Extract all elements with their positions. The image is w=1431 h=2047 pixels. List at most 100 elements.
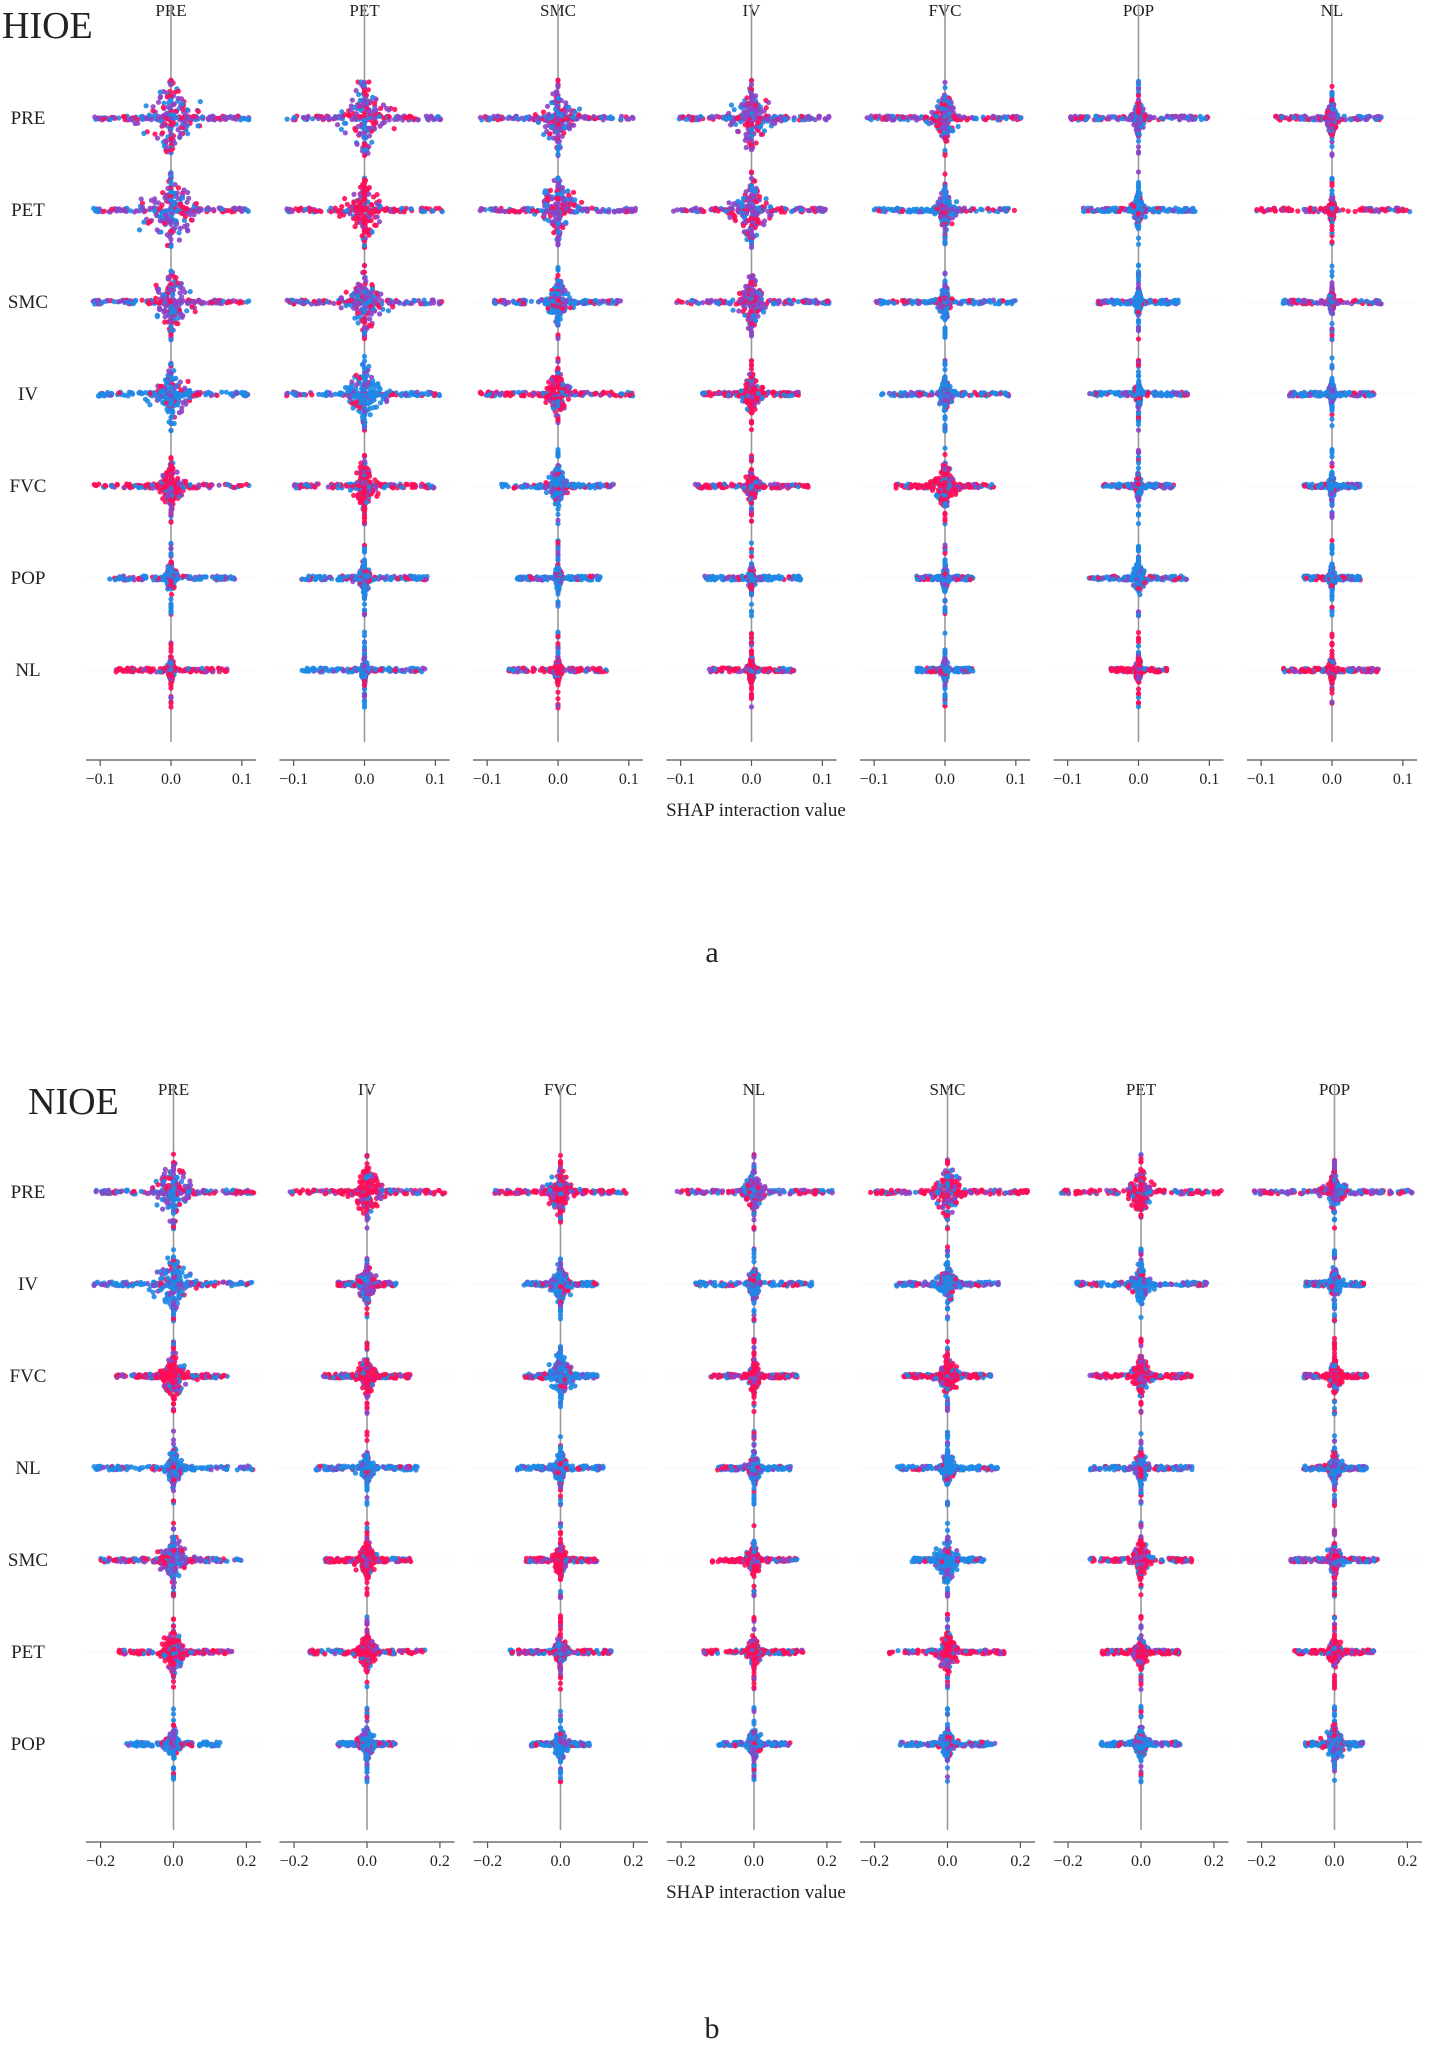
panel-a-shap-point	[131, 301, 136, 306]
panel-a-shap-point	[362, 644, 367, 649]
panel-a-shap-point	[566, 105, 571, 110]
panel-a-shap-point	[168, 601, 173, 606]
panel-a-shap-point	[168, 131, 173, 136]
panel-a-shap-point	[568, 301, 573, 306]
panel-a-shap-point	[628, 392, 633, 397]
panel-a-shap-point	[157, 305, 162, 310]
panel-a-shap-point	[142, 667, 147, 672]
panel-a-shap-point	[140, 117, 145, 122]
panel-a-shap-point	[543, 301, 548, 306]
panel-a-shap-point	[571, 123, 576, 128]
panel-a-shap-point	[309, 207, 314, 212]
panel-a-shap-point	[368, 412, 373, 417]
panel-a-shap-point	[193, 309, 198, 314]
panel-a-shap-point	[312, 299, 317, 304]
panel-a-shap-point	[597, 481, 602, 486]
panel-a-shap-point	[593, 298, 598, 303]
panel-a-shap-point	[133, 483, 138, 488]
panel-a-shap-point	[349, 379, 354, 384]
panel-a-shap-point	[318, 669, 323, 674]
panel-a-shap-point	[292, 115, 297, 120]
panel-a-shap-point	[150, 486, 155, 491]
panel-a-shap-point	[105, 298, 110, 303]
panel-a-shap-point	[231, 485, 236, 490]
panel-a-shap-point	[224, 575, 229, 580]
panel-a-shap-point	[168, 362, 173, 367]
panel-a-shap-point	[362, 243, 367, 248]
panel-a-shap-point	[121, 669, 126, 674]
panel-a-shap-point	[493, 207, 498, 212]
panel-a-shap-point	[219, 207, 224, 212]
panel-a-shap-point	[362, 147, 367, 152]
panel-a-shap-point	[168, 512, 173, 517]
panel-a-shap-point	[303, 207, 308, 212]
panel-a-shap-point	[362, 189, 367, 194]
panel-a-shap-point	[231, 116, 236, 121]
panel-a-shap-point	[566, 397, 571, 402]
panel-a-shap-point	[168, 642, 173, 647]
panel-a-shap-point	[342, 196, 347, 201]
panel-a-shap-point	[362, 633, 367, 638]
panel-a-shap-point	[318, 209, 323, 214]
panel-a-shap-point	[624, 116, 629, 121]
panel-a-shap-point	[211, 207, 216, 212]
panel-a-shap-point	[362, 111, 367, 116]
panel-a-shap-point	[136, 668, 141, 673]
panel-a-shap-point	[160, 190, 165, 195]
panel-a-shap-point	[239, 390, 244, 395]
panel-a-shap-point	[168, 415, 173, 420]
panel-a-shap-point	[344, 303, 349, 308]
panel-a-shap-point	[362, 546, 367, 551]
panel-a-shap-point	[168, 385, 173, 390]
panel-a-shap-point	[168, 541, 173, 546]
panel-a-shap-point	[168, 393, 173, 398]
panel-a-shap-point	[370, 286, 375, 291]
panel-a-shap-point	[227, 300, 232, 305]
panel-a-shap-point	[174, 115, 179, 120]
panel-a-shap-point	[139, 577, 144, 582]
panel-a-shap-point	[362, 486, 367, 491]
panel-a-shap-point	[168, 122, 173, 127]
panel-a-shap-point	[186, 301, 191, 306]
panel-a-shap-point	[606, 209, 611, 214]
panel-a-shap-point	[217, 483, 222, 488]
panel-a-shap-point	[542, 190, 547, 195]
panel-a-shap-point	[541, 391, 546, 396]
panel-a-shap-point	[101, 116, 106, 121]
panel-a-swarm-smc-pet	[285, 263, 445, 342]
panel-a-shap-point	[350, 98, 355, 103]
panel-a-shap-point	[189, 217, 194, 222]
panel-a-shap-point	[244, 299, 249, 304]
panel-a-shap-point	[177, 237, 182, 242]
panel-a-shap-point	[555, 183, 560, 188]
panel-a-shap-point	[168, 78, 173, 83]
panel-a-shap-point	[207, 483, 212, 488]
panel-a-shap-point	[424, 301, 429, 306]
panel-a-shap-point	[583, 207, 588, 212]
panel-a-row-label-pop: POP	[11, 568, 46, 589]
panel-a-shap-point	[555, 321, 560, 326]
panel-a-shap-point	[145, 399, 150, 404]
panel-a-shap-point	[618, 298, 623, 303]
panel-a-shap-point	[375, 214, 380, 219]
panel-a-shap-point	[362, 607, 367, 612]
panel-a-shap-point	[344, 290, 349, 295]
panel-a-shap-point	[618, 117, 623, 122]
panel-a-shap-point	[395, 208, 400, 213]
panel-a-shap-point	[175, 316, 180, 321]
panel-a-shap-point	[168, 597, 173, 602]
panel-a-shap-point	[168, 281, 173, 286]
panel-a-shap-point	[316, 301, 321, 306]
panel-a-x-tick-label: −0.1	[279, 771, 308, 788]
panel-a-shap-point	[162, 320, 167, 325]
panel-a-shap-point	[168, 287, 173, 292]
panel-a-shap-point	[568, 305, 573, 310]
panel-a-shap-point	[186, 379, 191, 384]
panel-a-shap-point	[164, 571, 169, 576]
panel-a-shap-point	[152, 200, 157, 205]
panel-a-shap-point	[378, 668, 383, 673]
panel-a-shap-point	[225, 482, 230, 487]
panel-a-shap-point	[495, 114, 500, 119]
panel-a-shap-point	[354, 382, 359, 387]
panel-a-shap-point	[228, 392, 233, 397]
